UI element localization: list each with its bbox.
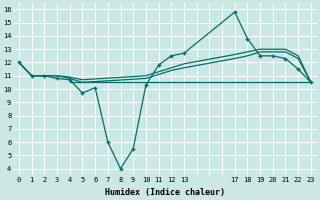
X-axis label: Humidex (Indice chaleur): Humidex (Indice chaleur): [105, 188, 225, 197]
